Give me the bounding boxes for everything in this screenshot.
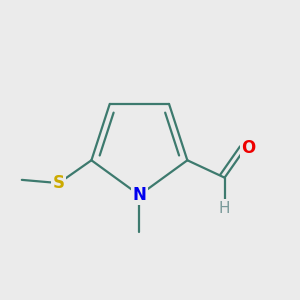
- Text: O: O: [241, 139, 256, 157]
- Text: H: H: [219, 201, 230, 216]
- Text: N: N: [132, 186, 146, 204]
- Text: S: S: [53, 174, 65, 192]
